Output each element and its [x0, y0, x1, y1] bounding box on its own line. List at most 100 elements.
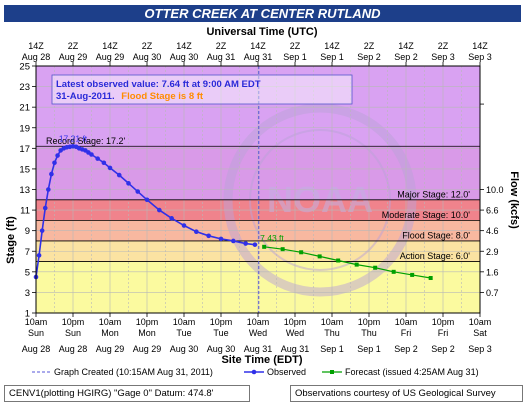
bottom-tick-date: Aug 29 — [133, 344, 162, 354]
observed-point — [39, 228, 45, 233]
latest-value-line1: Latest observed value: 7.64 ft at 9:00 A… — [56, 79, 261, 90]
observed-point — [42, 205, 48, 211]
latest-value-line2: 31-Aug-2011. Flood Stage is 8 ft — [56, 91, 204, 102]
legend-created-label: Graph Created (10:15AM Aug 31, 2011) — [54, 367, 213, 377]
grid-lines — [35, 65, 481, 314]
observed-point — [181, 223, 187, 228]
top-tick-label: 14Z — [176, 41, 192, 51]
bottom-tick-date: Sep 1 — [357, 344, 381, 354]
y-tick-label: 21 — [19, 103, 30, 114]
legend-forecast-label: Forecast (issued 4:25AM Aug 31) — [345, 367, 479, 377]
bottom-tick-date: Sep 3 — [468, 344, 492, 354]
top-tick-date: Aug 30 — [170, 52, 199, 62]
bottom-tick-day: Mon — [101, 328, 119, 338]
y-tick-label: 19 — [19, 123, 30, 134]
bottom-tick-time: 10pm — [358, 317, 381, 327]
bottom-tick-date: Aug 28 — [22, 344, 51, 354]
bottom-tick-time: 10am — [321, 317, 344, 327]
observed-point — [52, 160, 57, 166]
y-tick-label: 1 — [25, 309, 30, 320]
bottom-tick-day: Sat — [473, 328, 487, 338]
observed-point — [46, 187, 51, 192]
bottom-tick-date: Sep 1 — [320, 344, 344, 354]
forecast-point — [336, 258, 341, 263]
top-tick-label: 14Z — [102, 41, 118, 51]
bottom-tick-date: Aug 28 — [59, 344, 88, 354]
bottom-tick-day: Sun — [65, 328, 81, 338]
observed-point — [206, 233, 211, 239]
top-tick-label: 14Z — [398, 41, 414, 51]
top-tick-date: Sep 1 — [283, 52, 307, 62]
y-tick-label: 15 — [19, 164, 30, 175]
bottom-tick-time: 10pm — [136, 317, 159, 327]
bottom-tick-day: Fri — [438, 328, 449, 338]
y-tick-label: 7 — [25, 247, 30, 258]
bottom-tick-date: Aug 31 — [281, 344, 310, 354]
top-tick-date: Aug 31 — [207, 52, 236, 62]
forecast-point — [428, 276, 433, 281]
bottom-tick-day: Tue — [213, 328, 228, 338]
flow-tick-label: 0.7 — [486, 288, 499, 298]
observed-point — [135, 189, 141, 194]
observed-point — [49, 171, 54, 177]
bottom-tick-date: Aug 30 — [170, 344, 199, 354]
y-tick-label: 13 — [19, 185, 30, 196]
forecast-point — [299, 250, 304, 255]
bottom-tick-time: 10am — [469, 317, 492, 327]
bottom-tick-time: 10pm — [284, 317, 307, 327]
bottom-tick-date: Aug 30 — [207, 344, 236, 354]
series: 17.21 ft 7.43 ft — [33, 66, 433, 313]
bottom-tick-time: 10pm — [432, 317, 455, 327]
forecast-point — [391, 269, 396, 274]
bottom-tick-day: Mon — [138, 328, 156, 338]
top-tick-label: 14Z — [324, 41, 340, 51]
y-tick-label: 25 — [19, 62, 30, 73]
top-tick-label: 14Z — [472, 41, 488, 51]
bottom-tick-day: Wed — [249, 328, 267, 338]
forecast-point — [410, 272, 415, 277]
y-tick-label: 17 — [19, 144, 30, 155]
top-tick-date: Sep 3 — [468, 52, 492, 62]
forecast-line — [264, 246, 431, 279]
y-tick-label: 23 — [19, 82, 30, 93]
bottom-tick-time: 10am — [173, 317, 196, 327]
forecast-point — [373, 265, 378, 270]
observed-point — [194, 229, 199, 234]
stage-line-label: Major Stage: 12.0' — [397, 189, 470, 199]
observed-point — [231, 238, 236, 244]
flow-tick-label: 1.6 — [486, 267, 499, 277]
y-tick-label: 5 — [25, 267, 30, 278]
bottom-tick-date: Aug 31 — [244, 344, 273, 354]
top-tick-label: 14Z — [250, 41, 266, 51]
bottom-tick-day: Tue — [176, 328, 191, 338]
bottom-tick-day: Fri — [401, 328, 412, 338]
top-tick-label: 2Z — [142, 41, 153, 51]
forecast-point — [317, 254, 322, 259]
top-tick-label: 2Z — [364, 41, 375, 51]
observed-point — [157, 207, 162, 213]
observed-point — [107, 165, 113, 171]
stage-line-label: Action Stage: 6.0' — [400, 251, 471, 261]
bottom-tick-day: Thu — [324, 328, 340, 338]
axes: 13579111315171921232510.06.64.62.91.60.7… — [19, 41, 503, 354]
bottom-tick-day: Wed — [286, 328, 304, 338]
y-tick-label: 9 — [25, 226, 30, 237]
bottom-tick-day: Thu — [361, 328, 377, 338]
top-tick-label: 2Z — [438, 41, 449, 51]
y-tick-label: 3 — [25, 288, 30, 299]
top-tick-date: Sep 1 — [320, 52, 344, 62]
top-axis-title: Universal Time (UTC) — [206, 26, 317, 38]
bottom-tick-date: Sep 2 — [431, 344, 455, 354]
top-tick-date: Aug 29 — [59, 52, 88, 62]
forecast-first-label: 7.43 ft — [260, 233, 284, 243]
flood-stage-note: Flood Stage is 8 ft — [121, 91, 204, 102]
observed-point — [89, 152, 94, 157]
bottom-tick-time: 10pm — [210, 317, 233, 327]
y2-axis-label: Flow (kcfs) — [508, 171, 520, 229]
flow-tick-label: 10.0 — [486, 185, 504, 195]
legend-forecast-marker — [330, 370, 334, 374]
bottom-tick-time: 10am — [25, 317, 48, 327]
observed-point — [218, 236, 224, 242]
flow-tick-label: 4.6 — [486, 226, 499, 236]
